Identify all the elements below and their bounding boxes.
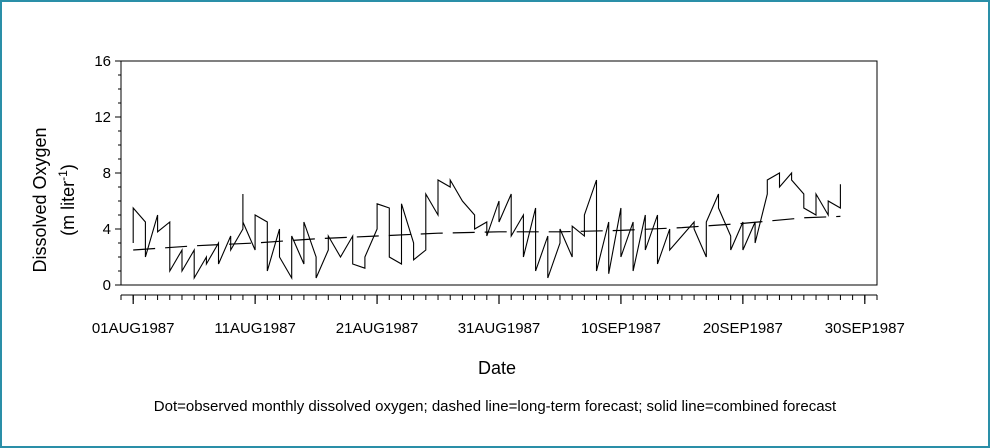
combined-forecast-line [132, 171, 841, 281]
long-term-forecast-line [133, 215, 841, 251]
y-axis-title-line1: Dissolved Oxygen [30, 127, 50, 272]
figure-caption: Dot=observed monthly dissolved oxygen; d… [153, 398, 837, 415]
y-tick-label: 8 [103, 165, 111, 182]
x-tick-label: 10SEP1987 [581, 320, 661, 337]
x-tick-label: 20SEP1987 [703, 320, 783, 337]
x-tick-label: 31AUG1987 [458, 320, 541, 337]
y-tick-label: 12 [94, 109, 111, 126]
y-tick-label: 4 [103, 221, 111, 238]
y-axis-title-pre: (m liter [58, 181, 78, 236]
x-tick-label: 01AUG1987 [92, 320, 175, 337]
y-axis-title: Dissolved Oxygen (m liter-1) [30, 127, 78, 272]
y-tick-label: 0 [103, 277, 111, 294]
x-axis-title: Date [478, 358, 516, 378]
x-tick-label: 21AUG1987 [336, 320, 419, 337]
y-tick-label: 16 [94, 53, 111, 70]
y-axis-title-post: ) [58, 164, 78, 170]
y-axis-title-line2: (m liter-1) [56, 164, 78, 236]
plot-frame [120, 60, 878, 286]
x-tick-label: 30SEP1987 [825, 320, 905, 337]
y-axis-title-sup: -1 [56, 170, 70, 181]
x-tick-label: 11AUG1987 [214, 320, 295, 337]
